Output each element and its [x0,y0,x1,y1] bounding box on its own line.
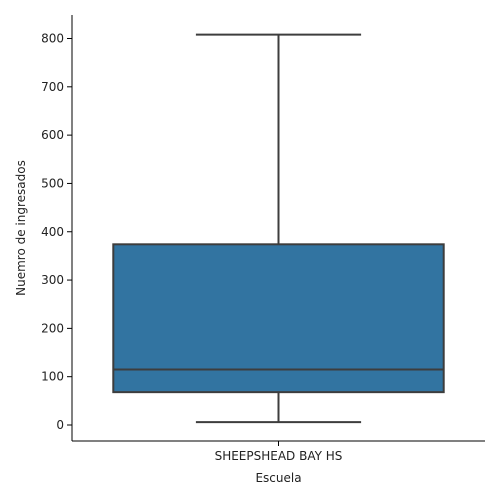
y-tick-label: 500 [41,176,64,190]
y-tick-label: 800 [41,32,64,46]
y-tick-label: 600 [41,128,64,142]
x-tick-label: SHEEPSHEAD BAY HS [215,449,343,463]
y-tick-label: 200 [41,321,64,335]
y-tick-label: 100 [41,370,64,384]
y-tick-label: 0 [56,418,64,432]
y-tick-label: 400 [41,225,64,239]
y-tick-label: 700 [41,80,64,94]
y-tick-label: 300 [41,273,64,287]
x-ticks: SHEEPSHEAD BAY HS [215,441,343,463]
x-axis-label: Escuela [255,471,301,485]
iqr-box [112,243,445,394]
x-axis: SHEEPSHEAD BAY HS [72,440,485,463]
y-axis-label: Nuemro de ingresados [14,160,28,296]
y-ticks: 0 100 200 300 400 500 600 700 800 [41,32,72,432]
boxes [112,33,445,424]
y-axis: 0 100 200 300 400 500 600 700 800 [41,15,73,441]
